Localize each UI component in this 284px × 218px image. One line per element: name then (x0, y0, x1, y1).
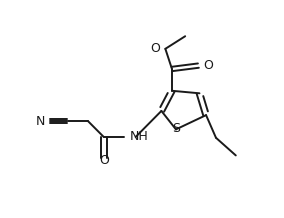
Text: S: S (172, 122, 180, 135)
Text: NH: NH (130, 130, 149, 143)
Text: O: O (151, 42, 160, 55)
Text: N: N (36, 114, 46, 128)
Text: O: O (203, 59, 213, 72)
Text: O: O (99, 154, 109, 167)
